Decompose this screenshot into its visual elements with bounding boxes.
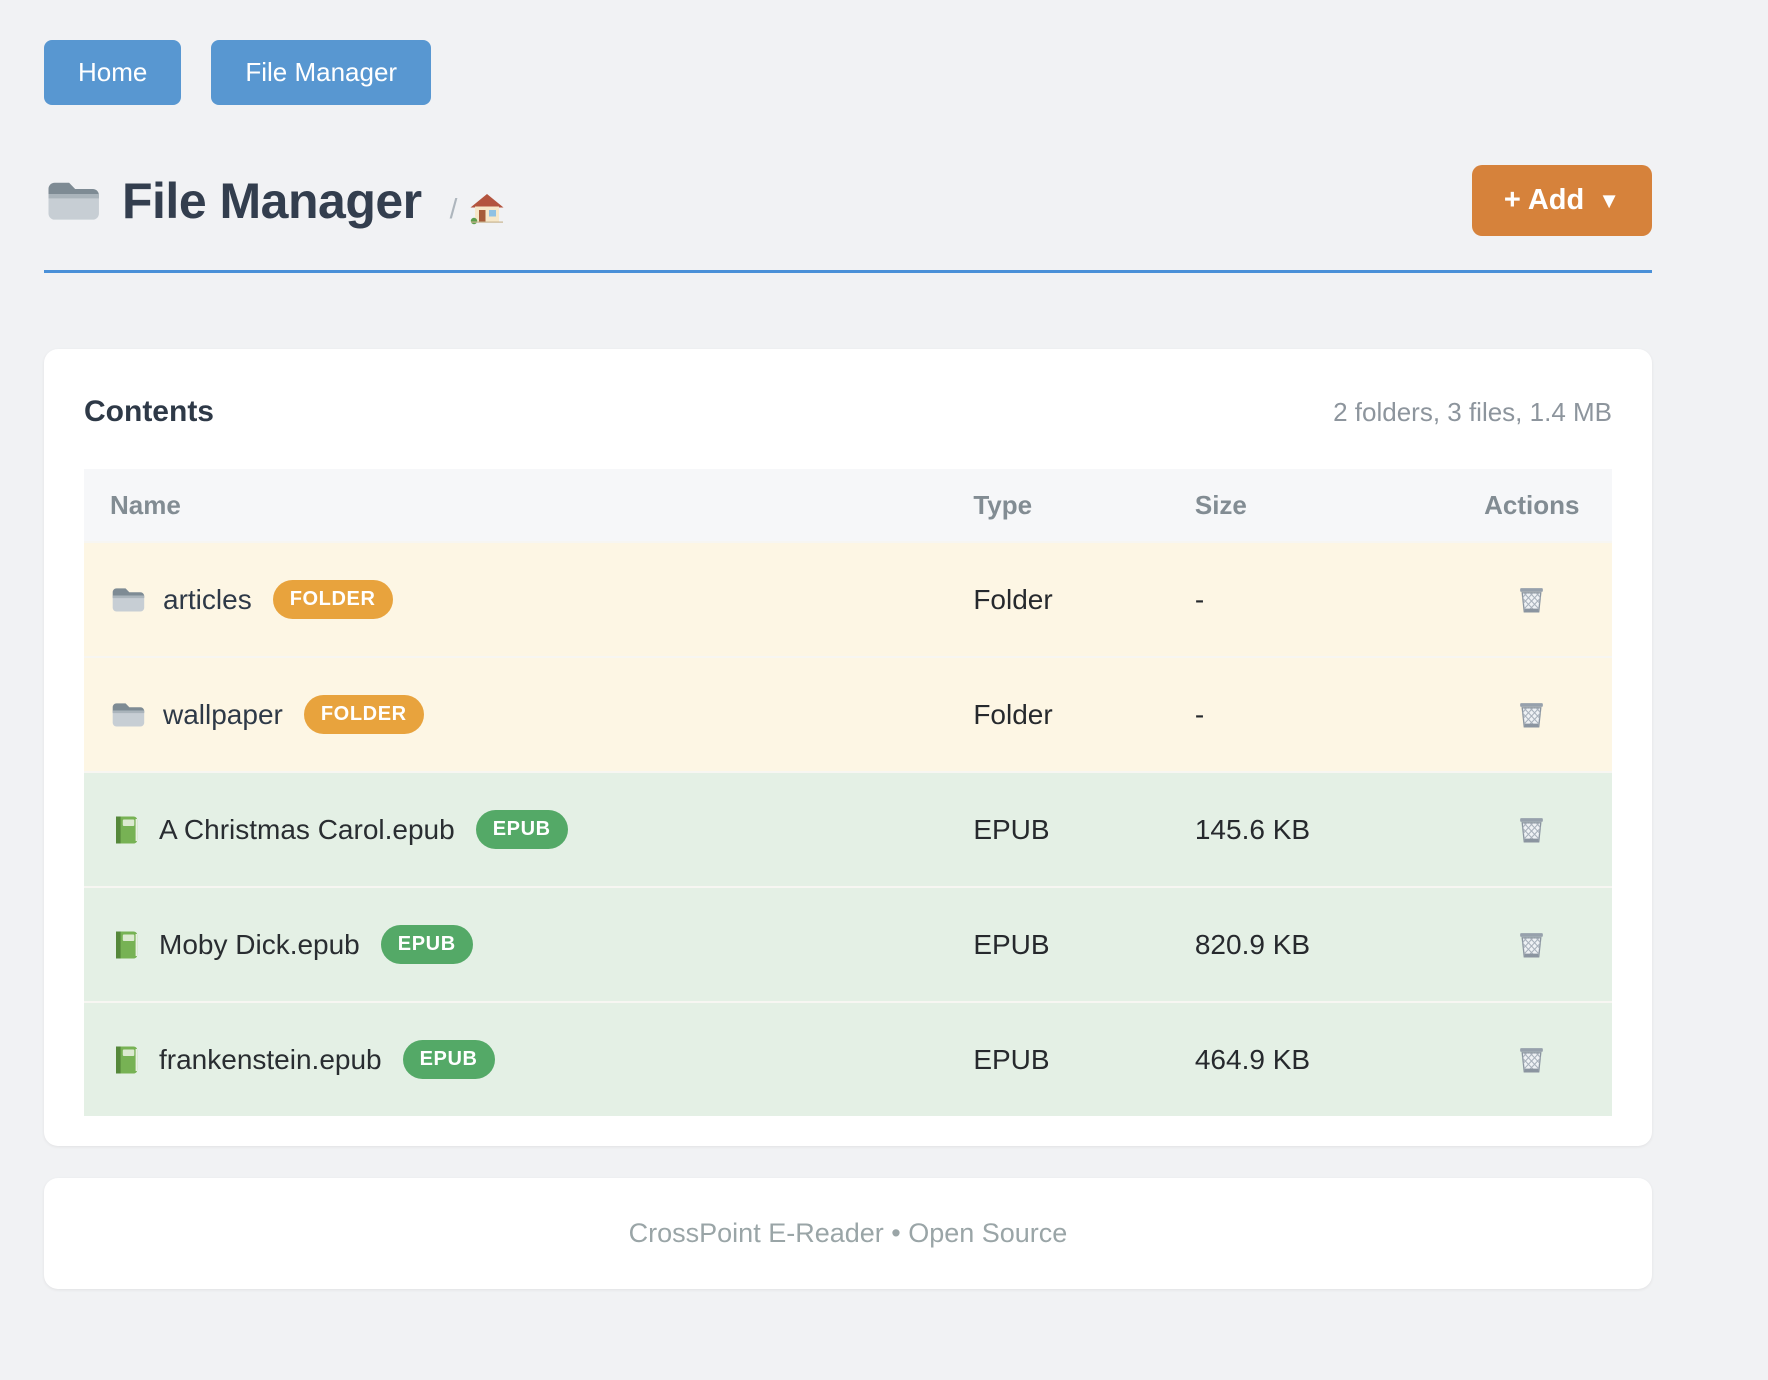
- book-icon: [110, 1044, 142, 1076]
- trash-icon: [1515, 583, 1548, 616]
- delete-button[interactable]: [1511, 924, 1552, 965]
- file-type: EPUB: [973, 928, 1050, 960]
- type-badge: FOLDER: [303, 695, 424, 734]
- trash-icon: [1515, 813, 1548, 846]
- book-icon: [110, 929, 142, 961]
- file-type: EPUB: [973, 1043, 1050, 1075]
- column-header-size: Size: [1194, 489, 1247, 520]
- title-underline: [44, 270, 1652, 273]
- table-row: frankenstein.epub EPUB EPUB 464.9 KB: [84, 1001, 1612, 1116]
- table-header: Name Type Size Actions: [84, 469, 1612, 541]
- delete-button[interactable]: [1511, 579, 1552, 620]
- file-size: -: [1194, 583, 1205, 615]
- file-size: 820.9 KB: [1194, 928, 1311, 960]
- delete-button[interactable]: [1511, 1039, 1552, 1080]
- file-size: 464.9 KB: [1194, 1043, 1311, 1075]
- column-header-name: Name: [110, 489, 181, 520]
- home-icon[interactable]: [469, 191, 505, 227]
- table-row: A Christmas Carol.epub EPUB EPUB 145.6 K…: [84, 771, 1612, 886]
- type-badge: EPUB: [380, 925, 473, 964]
- table-row: wallpaper FOLDER Folder -: [84, 656, 1612, 771]
- column-header-type: Type: [973, 489, 1033, 520]
- trash-icon: [1515, 698, 1548, 731]
- column-header-actions: Actions: [1484, 489, 1580, 520]
- chevron-down-icon: ▼: [1598, 187, 1620, 213]
- breadcrumb-separator: /: [449, 192, 458, 224]
- file-type: Folder: [973, 698, 1053, 730]
- contents-summary: 2 folders, 3 files, 1.4 MB: [1333, 397, 1612, 427]
- nav-button-file-manager[interactable]: File Manager: [211, 40, 432, 105]
- type-badge: EPUB: [402, 1040, 495, 1079]
- trash-icon: [1515, 1043, 1548, 1076]
- delete-button[interactable]: [1511, 694, 1552, 735]
- footer-text: CrossPoint E-Reader • Open Source: [628, 1218, 1068, 1248]
- file-name[interactable]: Moby Dick.epub: [159, 928, 360, 960]
- contents-card: Contents 2 folders, 3 files, 1.4 MB Name…: [44, 349, 1652, 1146]
- add-button[interactable]: + Add ▼: [1471, 165, 1652, 236]
- file-type: EPUB: [973, 813, 1050, 845]
- book-icon: [110, 814, 142, 846]
- contents-title: Contents: [84, 395, 214, 428]
- file-type: Folder: [973, 583, 1053, 615]
- table-row: Moby Dick.epub EPUB EPUB 820.9 KB: [84, 886, 1612, 1001]
- breadcrumb: /: [450, 191, 506, 227]
- nav-button-home[interactable]: Home: [44, 40, 182, 105]
- add-button-label: + Add: [1503, 184, 1585, 216]
- footer: CrossPoint E-Reader • Open Source: [44, 1178, 1652, 1289]
- page: Home File Manager File Manager /: [44, 0, 1652, 1289]
- page-title: File Manager: [122, 172, 422, 229]
- trash-icon: [1515, 928, 1548, 961]
- file-name[interactable]: wallpaper: [163, 698, 283, 730]
- type-badge: EPUB: [475, 810, 568, 849]
- table-body: articles FOLDER Folder -: [84, 541, 1612, 1116]
- folder-icon: [110, 699, 146, 730]
- file-size: 145.6 KB: [1194, 813, 1311, 845]
- page-header: File Manager / + Add ▼: [44, 165, 1652, 236]
- file-name[interactable]: frankenstein.epub: [159, 1043, 382, 1075]
- file-table: Name Type Size Actions: [84, 469, 1612, 1116]
- top-nav: Home File Manager: [44, 40, 1652, 105]
- file-size: -: [1194, 698, 1205, 730]
- folder-icon: [44, 176, 102, 225]
- type-badge: FOLDER: [272, 580, 393, 619]
- table-row: articles FOLDER Folder -: [84, 541, 1612, 656]
- file-name[interactable]: A Christmas Carol.epub: [159, 813, 455, 845]
- folder-icon: [110, 584, 146, 615]
- delete-button[interactable]: [1511, 809, 1552, 850]
- file-name[interactable]: articles: [163, 583, 252, 615]
